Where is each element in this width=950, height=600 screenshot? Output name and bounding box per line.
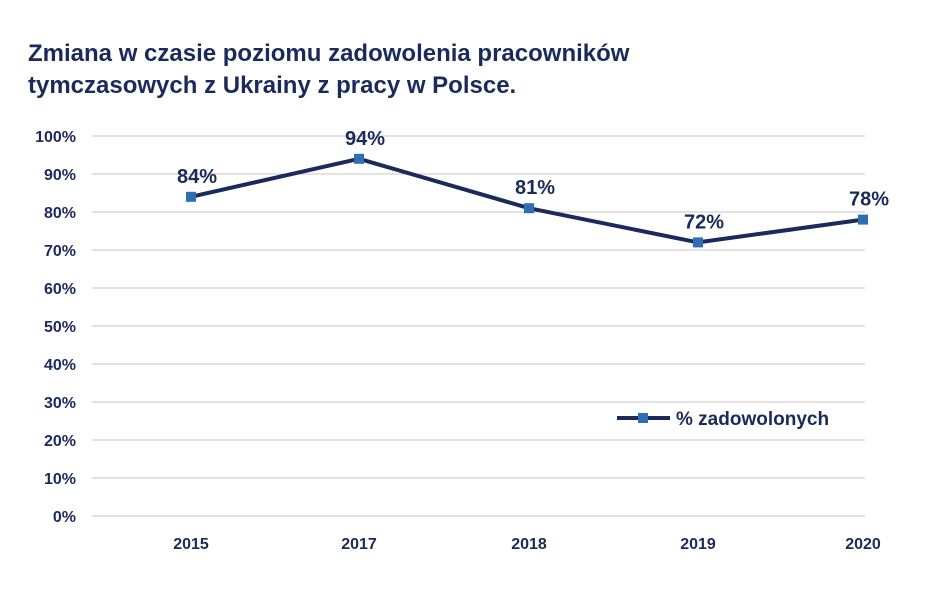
chart-title: Zmiana w czasie poziomu zadowolenia prac… <box>28 40 630 99</box>
y-tick-label: 70% <box>44 243 76 260</box>
x-tick-label: 2019 <box>680 536 716 553</box>
data-point-marker <box>858 214 868 225</box>
data-label: 78% <box>849 189 889 211</box>
x-tick-label: 2018 <box>511 536 547 553</box>
y-tick-label: 50% <box>44 319 76 336</box>
y-tick-label: 40% <box>44 357 76 374</box>
x-tick-label: 2015 <box>173 536 209 553</box>
data-point-marker <box>524 203 534 214</box>
y-tick-label: 80% <box>44 205 76 222</box>
series-line <box>186 153 868 248</box>
legend-marker <box>638 413 648 423</box>
data-point-marker <box>693 237 703 248</box>
y-tick-label: 20% <box>44 433 76 450</box>
y-axis-ticks: 0% 10% 20% 30% 40% 50% 60% 70% 80% 90% 100% <box>35 129 76 526</box>
gridlines <box>92 135 865 517</box>
y-tick-label: 30% <box>44 395 76 412</box>
data-label: 94% <box>345 128 385 150</box>
y-tick-label: 0% <box>53 509 76 526</box>
x-tick-label: 2020 <box>845 536 881 553</box>
y-tick-label: 90% <box>44 167 76 184</box>
series-line-path <box>190 156 864 245</box>
y-tick-label: 60% <box>44 281 76 298</box>
data-label: 81% <box>515 177 555 199</box>
data-point-marker <box>186 191 196 202</box>
y-tick-label: 100% <box>35 129 76 146</box>
data-label: 72% <box>684 211 724 233</box>
x-tick-label: 2017 <box>341 536 377 553</box>
legend: % zadowolonych <box>617 409 829 430</box>
legend-label: % zadowolonych <box>676 409 829 430</box>
y-tick-label: 10% <box>44 471 76 488</box>
x-axis-ticks: 2015 2017 2018 2019 2020 <box>173 536 881 553</box>
data-label: 84% <box>177 166 217 188</box>
data-point-marker <box>354 153 364 164</box>
data-labels: 84% 94% 81% 72% 78% <box>177 128 889 234</box>
